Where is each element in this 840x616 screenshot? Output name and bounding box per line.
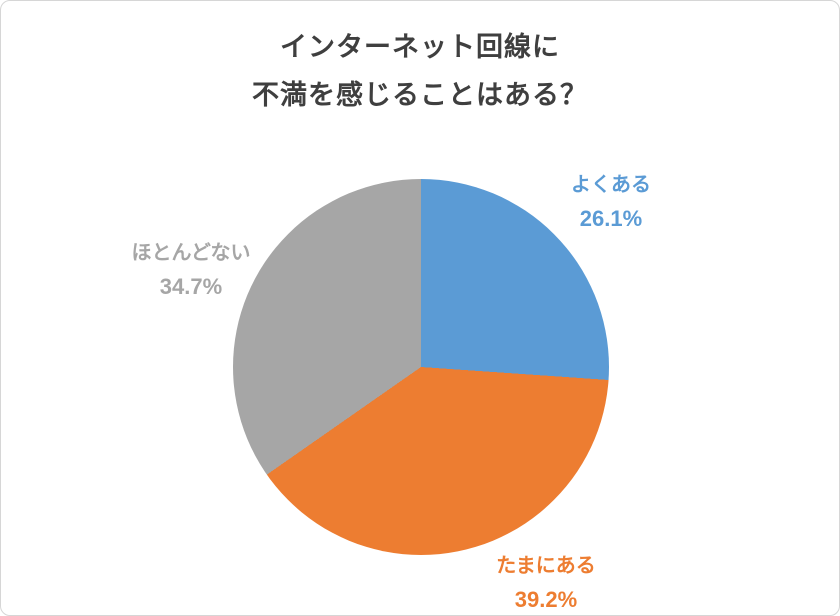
pie-chart — [233, 179, 609, 555]
label-hotondo-nai: ほとんどない 34.7% — [111, 237, 271, 303]
slice-name: よくある — [571, 174, 651, 196]
label-yoku-aru: よくある 26.1% — [536, 169, 686, 235]
chart-title-line-2: 不満を感じることはある？ — [252, 80, 588, 110]
label-tamani-aru: たまにある 39.2% — [471, 550, 621, 615]
slice-percent: 39.2% — [514, 587, 578, 612]
slice-percent: 26.1% — [579, 206, 643, 231]
chart-title: インターネット回線に 不満を感じることはある？ — [1, 23, 839, 119]
slice-name: ほとんどない — [131, 242, 251, 264]
chart-title-line-1: インターネット回線に — [280, 32, 560, 62]
slice-name: たまにある — [496, 555, 596, 577]
slice-percent: 34.7% — [159, 274, 223, 299]
